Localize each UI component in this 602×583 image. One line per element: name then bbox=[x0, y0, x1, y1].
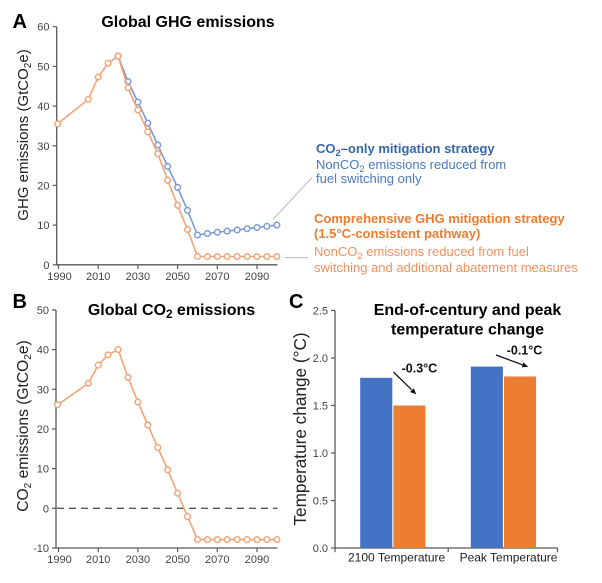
svg-text:Global GHG emissions: Global GHG emissions bbox=[101, 14, 274, 31]
svg-text:1.5: 1.5 bbox=[313, 401, 328, 413]
svg-text:40: 40 bbox=[37, 101, 49, 113]
svg-text:-10: -10 bbox=[33, 543, 49, 555]
svg-text:Comprehensive GHG mitigation s: Comprehensive GHG mitigation strategy bbox=[314, 211, 565, 226]
svg-text:2070: 2070 bbox=[205, 554, 229, 566]
svg-text:NonCO2 emissions reduced from: NonCO2 emissions reduced from fuel bbox=[314, 244, 529, 262]
svg-text:20: 20 bbox=[37, 424, 49, 436]
svg-text:1990: 1990 bbox=[47, 271, 71, 283]
svg-text:Global CO2 emissions: Global CO2 emissions bbox=[88, 302, 255, 321]
svg-text:1990: 1990 bbox=[47, 554, 71, 566]
svg-text:50: 50 bbox=[37, 61, 49, 73]
svg-text:10: 10 bbox=[37, 220, 49, 232]
svg-text:60: 60 bbox=[37, 22, 49, 34]
svg-text:2100 Temperature: 2100 Temperature bbox=[348, 551, 446, 565]
svg-text:(1.5°C-consistent pathway): (1.5°C-consistent pathway) bbox=[314, 226, 480, 241]
svg-text:2010: 2010 bbox=[86, 271, 110, 283]
svg-text:Temperature change (°C): Temperature change (°C) bbox=[290, 332, 310, 525]
svg-text:0.5: 0.5 bbox=[313, 496, 328, 508]
svg-text:A: A bbox=[13, 11, 27, 33]
svg-text:0.0: 0.0 bbox=[313, 543, 328, 555]
svg-text:End-of-century and peak: End-of-century and peak bbox=[374, 302, 562, 319]
svg-text:50: 50 bbox=[37, 305, 49, 317]
svg-text:2050: 2050 bbox=[165, 271, 189, 283]
svg-text:CO2–only mitigation strategy: CO2–only mitigation strategy bbox=[316, 141, 495, 159]
svg-text:30: 30 bbox=[37, 384, 49, 396]
svg-text:0: 0 bbox=[43, 260, 49, 272]
svg-text:-0.1°C: -0.1°C bbox=[507, 344, 543, 358]
svg-text:Peak Temperature: Peak Temperature bbox=[460, 551, 558, 565]
svg-text:B: B bbox=[13, 291, 27, 313]
svg-text:2030: 2030 bbox=[126, 554, 150, 566]
svg-text:C: C bbox=[289, 291, 303, 313]
svg-text:GHG emissions (GtCO2e): GHG emissions (GtCO2e) bbox=[15, 49, 34, 220]
svg-text:2090: 2090 bbox=[245, 554, 269, 566]
svg-text:1.0: 1.0 bbox=[313, 448, 328, 460]
svg-text:fuel switching only: fuel switching only bbox=[316, 171, 422, 186]
svg-text:2.0: 2.0 bbox=[313, 353, 328, 365]
svg-text:2090: 2090 bbox=[245, 271, 269, 283]
svg-text:CO2 emissions (GtCO2e): CO2 emissions (GtCO2e) bbox=[15, 340, 34, 511]
svg-text:temperature change: temperature change bbox=[391, 322, 544, 339]
svg-text:switching and additional abate: switching and additional abatement measu… bbox=[314, 260, 578, 275]
svg-text:2.5: 2.5 bbox=[313, 306, 328, 318]
svg-text:2070: 2070 bbox=[205, 271, 229, 283]
svg-text:40: 40 bbox=[37, 345, 49, 357]
svg-text:0: 0 bbox=[43, 503, 49, 515]
svg-text:2010: 2010 bbox=[86, 554, 110, 566]
svg-text:2030: 2030 bbox=[126, 271, 150, 283]
svg-text:10: 10 bbox=[37, 464, 49, 476]
svg-text:2050: 2050 bbox=[165, 554, 189, 566]
svg-text:-0.3°C: -0.3°C bbox=[402, 362, 438, 376]
svg-text:30: 30 bbox=[37, 141, 49, 153]
svg-text:20: 20 bbox=[37, 180, 49, 192]
